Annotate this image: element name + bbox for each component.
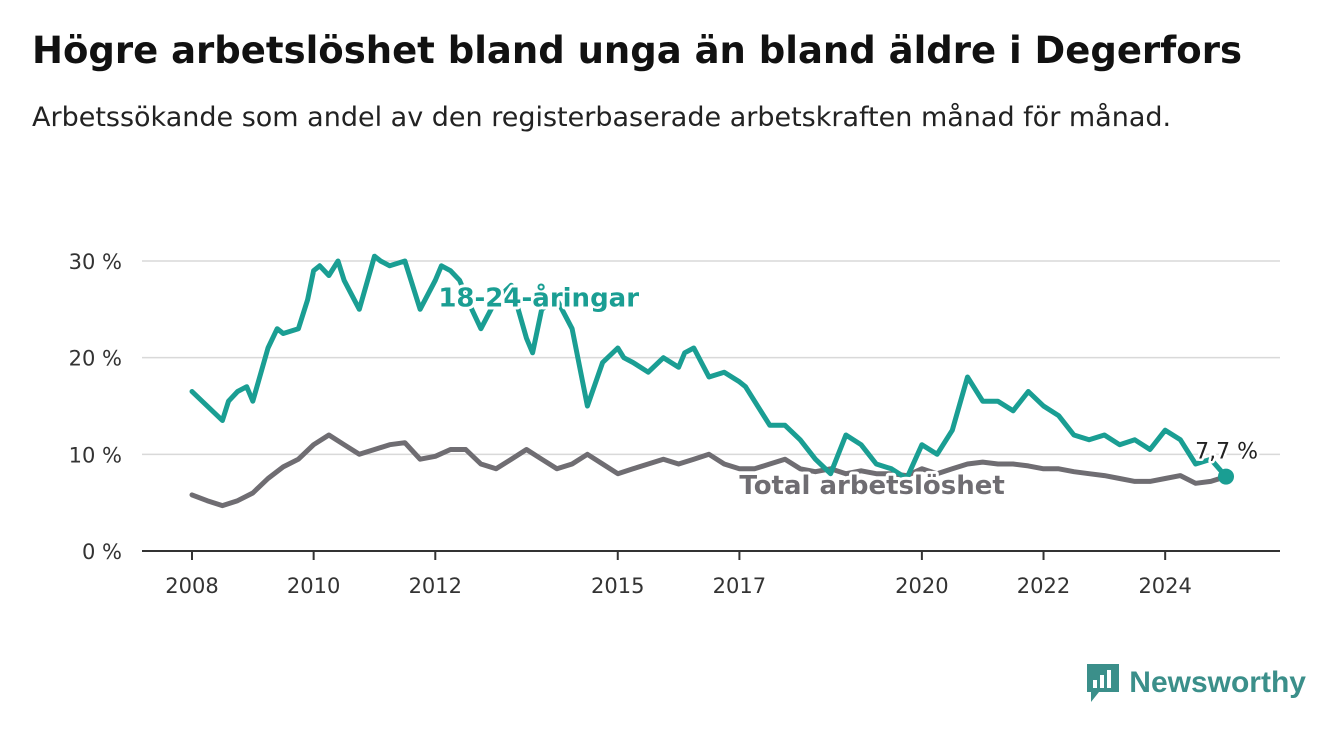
x-tick-label: 2017 — [713, 574, 766, 598]
y-tick-label: 0 % — [82, 540, 122, 564]
series-line-total — [189, 432, 1229, 509]
x-tick-label: 2022 — [1017, 574, 1070, 598]
y-tick-label: 10 % — [69, 443, 122, 467]
brand-logo: Newsworthy — [1085, 662, 1306, 704]
series-labels: 18-24-åringar Total arbetslöshet 7,7 % — [435, 278, 1260, 504]
gridlines — [142, 260, 1280, 456]
y-tick-label: 20 % — [69, 347, 122, 371]
x-tick-label: 2015 — [591, 574, 644, 598]
y-axis: 0 % 10 % 20 % 30 % — [69, 250, 122, 564]
chart-subtitle: Arbetssökande som andel av den registerb… — [32, 102, 1172, 133]
end-point-marker — [1218, 468, 1234, 485]
x-tick-label: 2008 — [165, 574, 218, 598]
brand-name: Newsworthy — [1129, 666, 1306, 699]
x-tick-label: 2010 — [287, 574, 340, 598]
series-label-total: Total arbetslöshet — [739, 471, 1004, 501]
newsworthy-logo-icon — [1087, 664, 1120, 702]
chart-title: Högre arbetslöshet bland unga än bland ä… — [32, 29, 1242, 72]
x-tick-label: 2020 — [895, 574, 948, 598]
y-tick-label: 30 % — [69, 250, 122, 274]
x-tick-label: 2024 — [1138, 574, 1191, 598]
x-axis: 2008 2010 2012 2015 2017 2020 2022 2024 — [142, 550, 1280, 598]
series-line-youth — [189, 253, 1229, 481]
series-label-youth: 18-24-åringar — [438, 281, 639, 313]
x-tick-label: 2012 — [409, 574, 462, 598]
series-lines — [189, 253, 1234, 509]
end-value-label: 7,7 % — [1195, 440, 1258, 465]
